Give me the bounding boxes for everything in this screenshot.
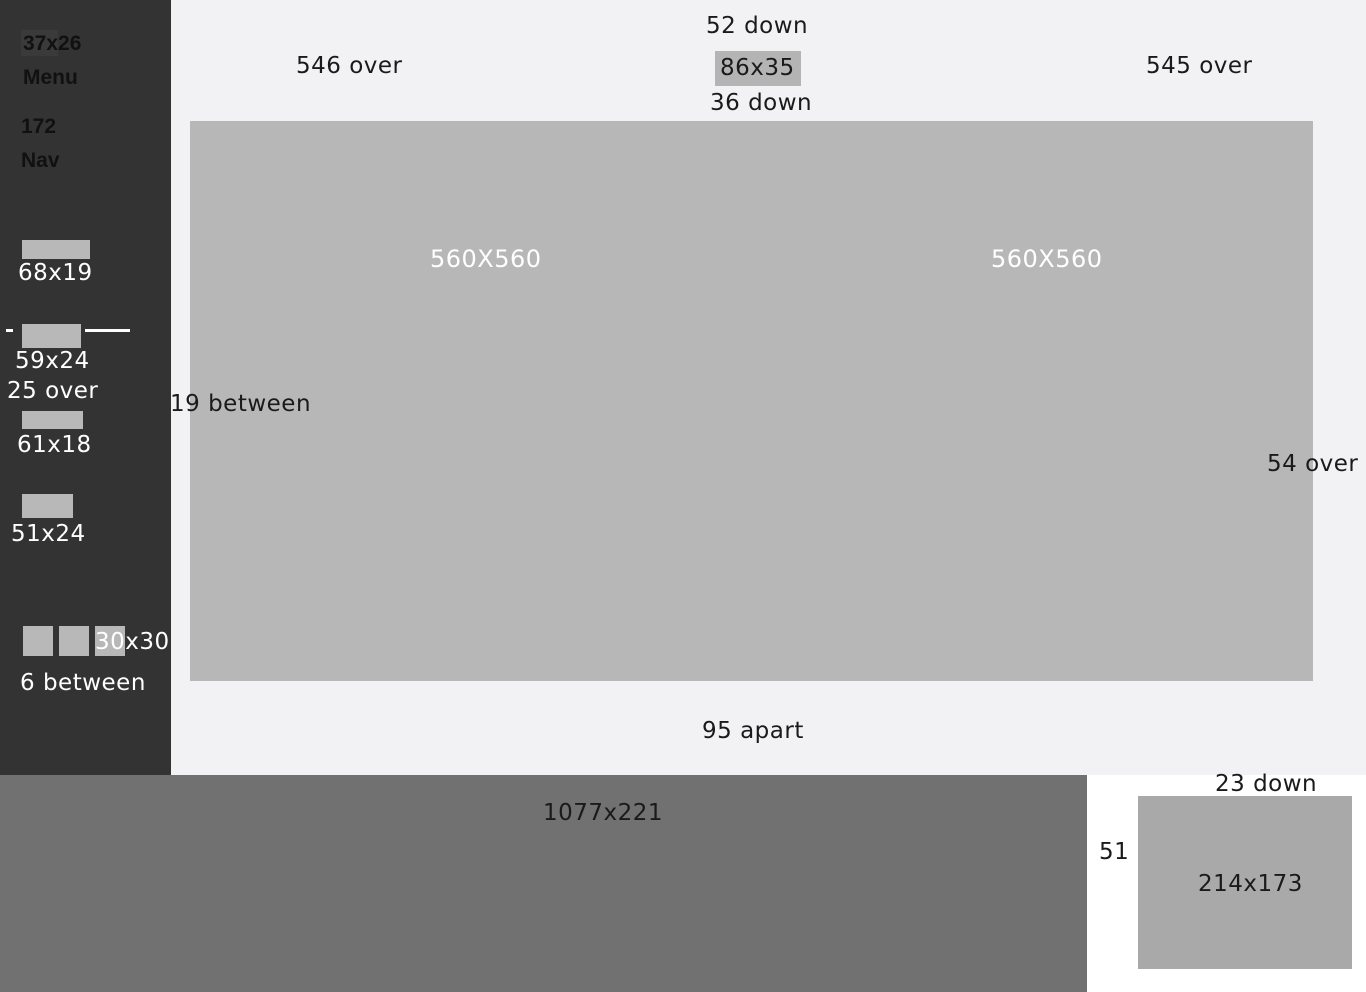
sidebar-spacing-label: 25 over [7, 378, 99, 404]
sidebar-nav: 37x26 Menu 172 Nav 68x19 59x24 25 over 6… [0, 0, 171, 775]
nav-label[interactable]: Nav [21, 149, 60, 172]
canvas-left-size-label: 560X560 [430, 245, 542, 273]
indent-marker [6, 329, 13, 332]
menu-size-label: 37x26 [23, 32, 82, 55]
canvas-bottom-gap-label: 95 apart [702, 718, 804, 744]
sidebar-item-3-placeholder[interactable] [22, 411, 83, 429]
sidebar-item-1-label: 68x19 [18, 260, 93, 286]
header-button[interactable] [715, 51, 801, 86]
icon-size-label: 30x30 [95, 629, 170, 655]
side-box-size-label: 214x173 [1198, 871, 1303, 897]
sidebar-icon-3[interactable] [95, 626, 125, 656]
sidebar-item-2-placeholder[interactable] [22, 324, 81, 348]
bottom-panel-size-label: 1077x221 [543, 800, 664, 826]
menu-size-box [21, 30, 58, 56]
canvas-between-label: 19 between [170, 391, 312, 417]
canvas-right-size-label: 560X560 [991, 245, 1103, 273]
spacing-indicator-line [85, 329, 130, 332]
sidebar-item-1-placeholder[interactable] [22, 240, 90, 259]
icon-spacing-label: 6 between [20, 670, 146, 696]
nav-size-label: 172 [21, 115, 57, 138]
sidebar-item-2-label: 59x24 [15, 348, 90, 374]
side-box[interactable]: 214x173 [1138, 796, 1352, 969]
header-button-label: 86x35 [720, 55, 795, 81]
side-box-left-offset-label: 51 [1099, 839, 1130, 865]
sidebar-item-4-placeholder[interactable] [22, 494, 73, 518]
main-canvas[interactable]: 560X560 560X560 [190, 121, 1313, 681]
header-below-offset-label: 36 down [710, 90, 813, 116]
menu-label[interactable]: Menu [23, 66, 78, 89]
sidebar-item-4-label: 51x24 [11, 521, 86, 547]
side-box-top-offset-label: 23 down [1215, 771, 1318, 797]
sidebar-icon-2[interactable] [59, 626, 89, 656]
canvas-right-offset-label: 54 over [1267, 451, 1359, 477]
header-left-offset-label: 546 over [296, 53, 403, 79]
header-right-offset-label: 545 over [1146, 53, 1253, 79]
bottom-panel[interactable]: 1077x221 [0, 775, 1087, 992]
header-top-offset-label: 52 down [706, 13, 809, 39]
sidebar-icon-1[interactable] [23, 626, 53, 656]
sidebar-item-3-label: 61x18 [17, 432, 92, 458]
